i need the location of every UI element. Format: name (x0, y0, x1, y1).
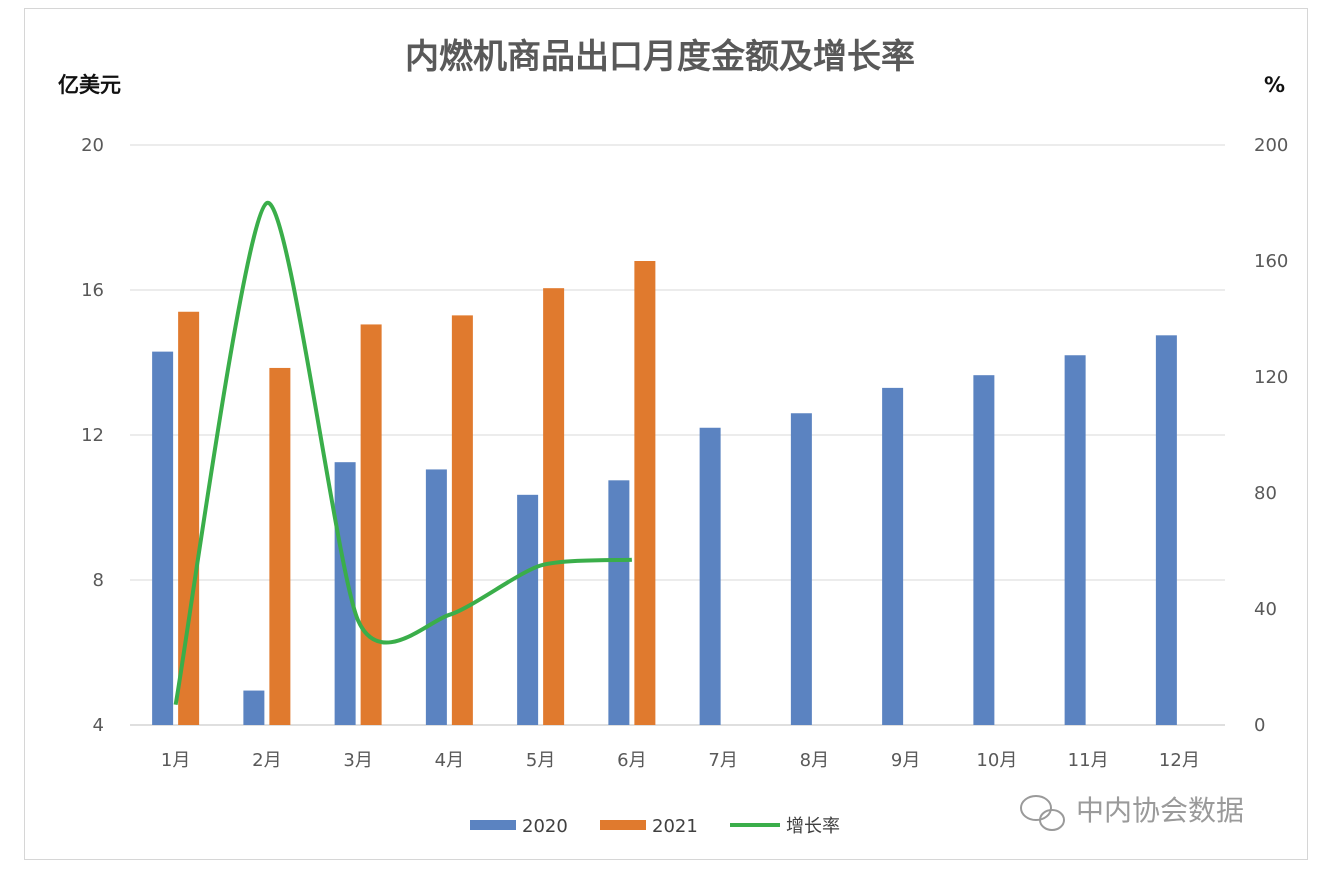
x-tick-label: 2月 (252, 750, 281, 771)
x-tick-label: 8月 (800, 750, 829, 771)
bar-2020-11月 (1064, 355, 1086, 725)
legend-swatch-2020 (470, 820, 516, 830)
y2-tick-label: 40 (1254, 599, 1277, 620)
x-tick-label: 6月 (617, 750, 646, 771)
growth-rate-line (173, 200, 633, 706)
legend: 2020 2021 增长率 (470, 816, 840, 837)
y-tick-label: 8 (93, 570, 104, 591)
y2-tick-label: 0 (1254, 715, 1265, 736)
x-tick-label: 7月 (708, 750, 737, 771)
bar-2021-2月 (269, 367, 291, 725)
bar-2021-6月 (634, 261, 656, 725)
wechat-icon (1020, 795, 1065, 831)
watermark-text: 中内协会数据 (1076, 794, 1244, 827)
bar-2021-3月 (360, 324, 382, 725)
gridlines (130, 144, 1225, 726)
bar-2020-5月 (517, 494, 539, 725)
bars (152, 261, 1177, 725)
x-tick-label: 4月 (435, 750, 464, 771)
bar-2021-5月 (543, 288, 565, 725)
x-tick-label: 11月 (1068, 750, 1109, 771)
bar-2020-10月 (973, 375, 995, 725)
y-axis-label: 亿美元 (58, 73, 121, 97)
y-axis-ticks: 4 8 12 16 20 (81, 135, 104, 736)
bar-2020-3月 (334, 462, 356, 725)
x-tick-label: 5月 (526, 750, 555, 771)
bar-2020-9月 (882, 387, 904, 725)
y2-axis-ticks: 0 40 80 120 160 200 (1254, 135, 1288, 736)
bar-2021-4月 (451, 315, 473, 725)
x-tick-label: 1月 (161, 750, 190, 771)
bar-2020-12月 (1155, 335, 1177, 725)
bar-2020-4月 (425, 469, 447, 725)
x-tick-label: 3月 (343, 750, 372, 771)
y-tick-label: 4 (93, 715, 104, 736)
bar-2020-2月 (243, 690, 265, 725)
x-tick-label: 9月 (891, 750, 920, 771)
y-tick-label: 20 (81, 135, 104, 156)
growth-line (173, 200, 633, 706)
legend-label-2020: 2020 (522, 816, 568, 837)
x-axis-ticks: 1月 2月 3月 4月 5月 6月 7月 8月 9月 10月 11月 12月 (161, 750, 1200, 771)
bar-2020-6月 (608, 480, 630, 725)
bar-2020-1月 (152, 351, 174, 725)
legend-label-growth: 增长率 (786, 816, 840, 837)
chart-frame (24, 8, 1308, 860)
y2-tick-label: 80 (1254, 483, 1277, 504)
watermark: 中内协会数据 (1020, 794, 1244, 831)
legend-swatch-2021 (600, 820, 646, 830)
legend-label-2021: 2021 (652, 816, 698, 837)
y2-tick-label: 200 (1254, 135, 1288, 156)
y-tick-label: 12 (81, 425, 104, 446)
bar-2021-1月 (178, 311, 200, 725)
bar-2020-8月 (790, 413, 812, 725)
chart-title: 内燃机商品出口月度金额及增长率 (405, 37, 915, 77)
y-tick-label: 16 (81, 280, 104, 301)
y2-axis-label: % (1264, 73, 1285, 97)
y2-tick-label: 160 (1254, 251, 1288, 272)
x-tick-label: 10月 (976, 750, 1017, 771)
y2-tick-label: 120 (1254, 367, 1288, 388)
x-tick-label: 12月 (1159, 750, 1200, 771)
bar-2020-7月 (699, 427, 721, 725)
